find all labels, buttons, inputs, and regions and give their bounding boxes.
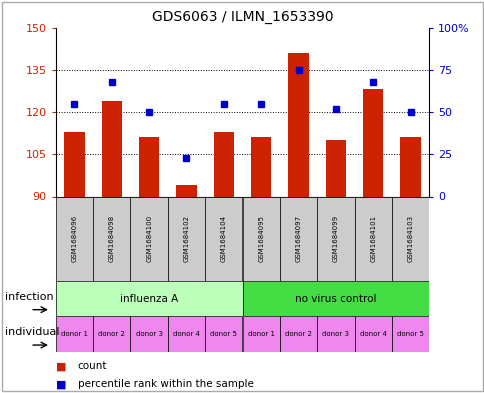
Bar bbox=[279, 316, 317, 352]
Bar bbox=[317, 196, 354, 281]
Bar bbox=[242, 196, 279, 281]
Text: GSM1684097: GSM1684097 bbox=[295, 215, 301, 262]
Bar bbox=[93, 316, 130, 352]
Bar bbox=[317, 316, 354, 352]
Bar bbox=[354, 316, 391, 352]
Text: GSM1684098: GSM1684098 bbox=[108, 215, 115, 262]
Text: donor 3: donor 3 bbox=[322, 331, 348, 337]
Text: donor 5: donor 5 bbox=[210, 331, 237, 337]
Bar bbox=[167, 316, 205, 352]
Bar bbox=[64, 132, 85, 196]
Bar bbox=[325, 140, 346, 196]
Text: GSM1684102: GSM1684102 bbox=[183, 215, 189, 262]
Text: donor 1: donor 1 bbox=[61, 331, 88, 337]
Bar bbox=[242, 316, 279, 352]
Text: count: count bbox=[77, 361, 107, 371]
Bar bbox=[130, 316, 167, 352]
Text: GSM1684099: GSM1684099 bbox=[332, 215, 338, 262]
Text: GSM1684096: GSM1684096 bbox=[71, 215, 77, 262]
Text: donor 1: donor 1 bbox=[247, 331, 274, 337]
Bar bbox=[213, 132, 234, 196]
Text: GSM1684100: GSM1684100 bbox=[146, 215, 152, 262]
Bar bbox=[242, 281, 428, 316]
Bar bbox=[56, 196, 93, 281]
Text: ■: ■ bbox=[56, 379, 66, 389]
Bar bbox=[93, 196, 130, 281]
Text: donor 3: donor 3 bbox=[136, 331, 162, 337]
Text: donor 4: donor 4 bbox=[359, 331, 386, 337]
Bar bbox=[176, 185, 197, 196]
Bar bbox=[354, 196, 391, 281]
Bar bbox=[279, 196, 317, 281]
Text: ■: ■ bbox=[56, 361, 66, 371]
Text: GSM1684101: GSM1684101 bbox=[369, 215, 376, 262]
Text: donor 2: donor 2 bbox=[285, 331, 311, 337]
Text: GSM1684103: GSM1684103 bbox=[407, 215, 413, 262]
Text: influenza A: influenza A bbox=[120, 294, 178, 304]
Bar bbox=[167, 196, 205, 281]
Text: donor 4: donor 4 bbox=[173, 331, 199, 337]
Bar bbox=[138, 137, 159, 196]
Bar bbox=[101, 101, 122, 196]
Bar bbox=[399, 137, 420, 196]
Bar bbox=[56, 281, 242, 316]
Text: donor 2: donor 2 bbox=[98, 331, 125, 337]
Text: infection: infection bbox=[5, 292, 53, 302]
Text: GSM1684104: GSM1684104 bbox=[220, 215, 227, 262]
Text: GDS6063 / ILMN_1653390: GDS6063 / ILMN_1653390 bbox=[151, 10, 333, 24]
Bar bbox=[391, 196, 428, 281]
Bar bbox=[56, 316, 93, 352]
Text: percentile rank within the sample: percentile rank within the sample bbox=[77, 379, 253, 389]
Bar bbox=[362, 90, 383, 196]
Text: individual: individual bbox=[5, 327, 59, 337]
Text: donor 5: donor 5 bbox=[396, 331, 423, 337]
Bar bbox=[205, 316, 242, 352]
Bar bbox=[205, 196, 242, 281]
Text: no virus control: no virus control bbox=[294, 294, 376, 304]
Bar bbox=[287, 53, 308, 196]
Bar bbox=[130, 196, 167, 281]
Bar bbox=[391, 316, 428, 352]
Text: GSM1684095: GSM1684095 bbox=[257, 215, 264, 262]
Bar bbox=[250, 137, 271, 196]
